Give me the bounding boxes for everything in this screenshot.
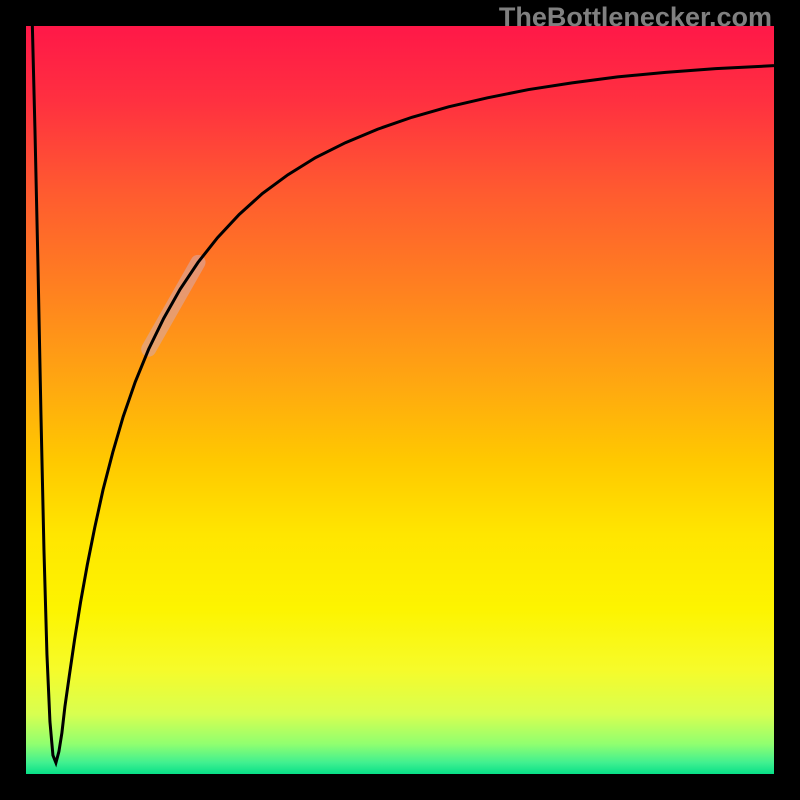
plot-area [26,26,774,774]
curve-layer [26,26,774,774]
watermark-text: TheBottlenecker.com [499,2,772,33]
chart-container: TheBottlenecker.com [0,0,800,800]
bottleneck-curve [32,26,774,763]
